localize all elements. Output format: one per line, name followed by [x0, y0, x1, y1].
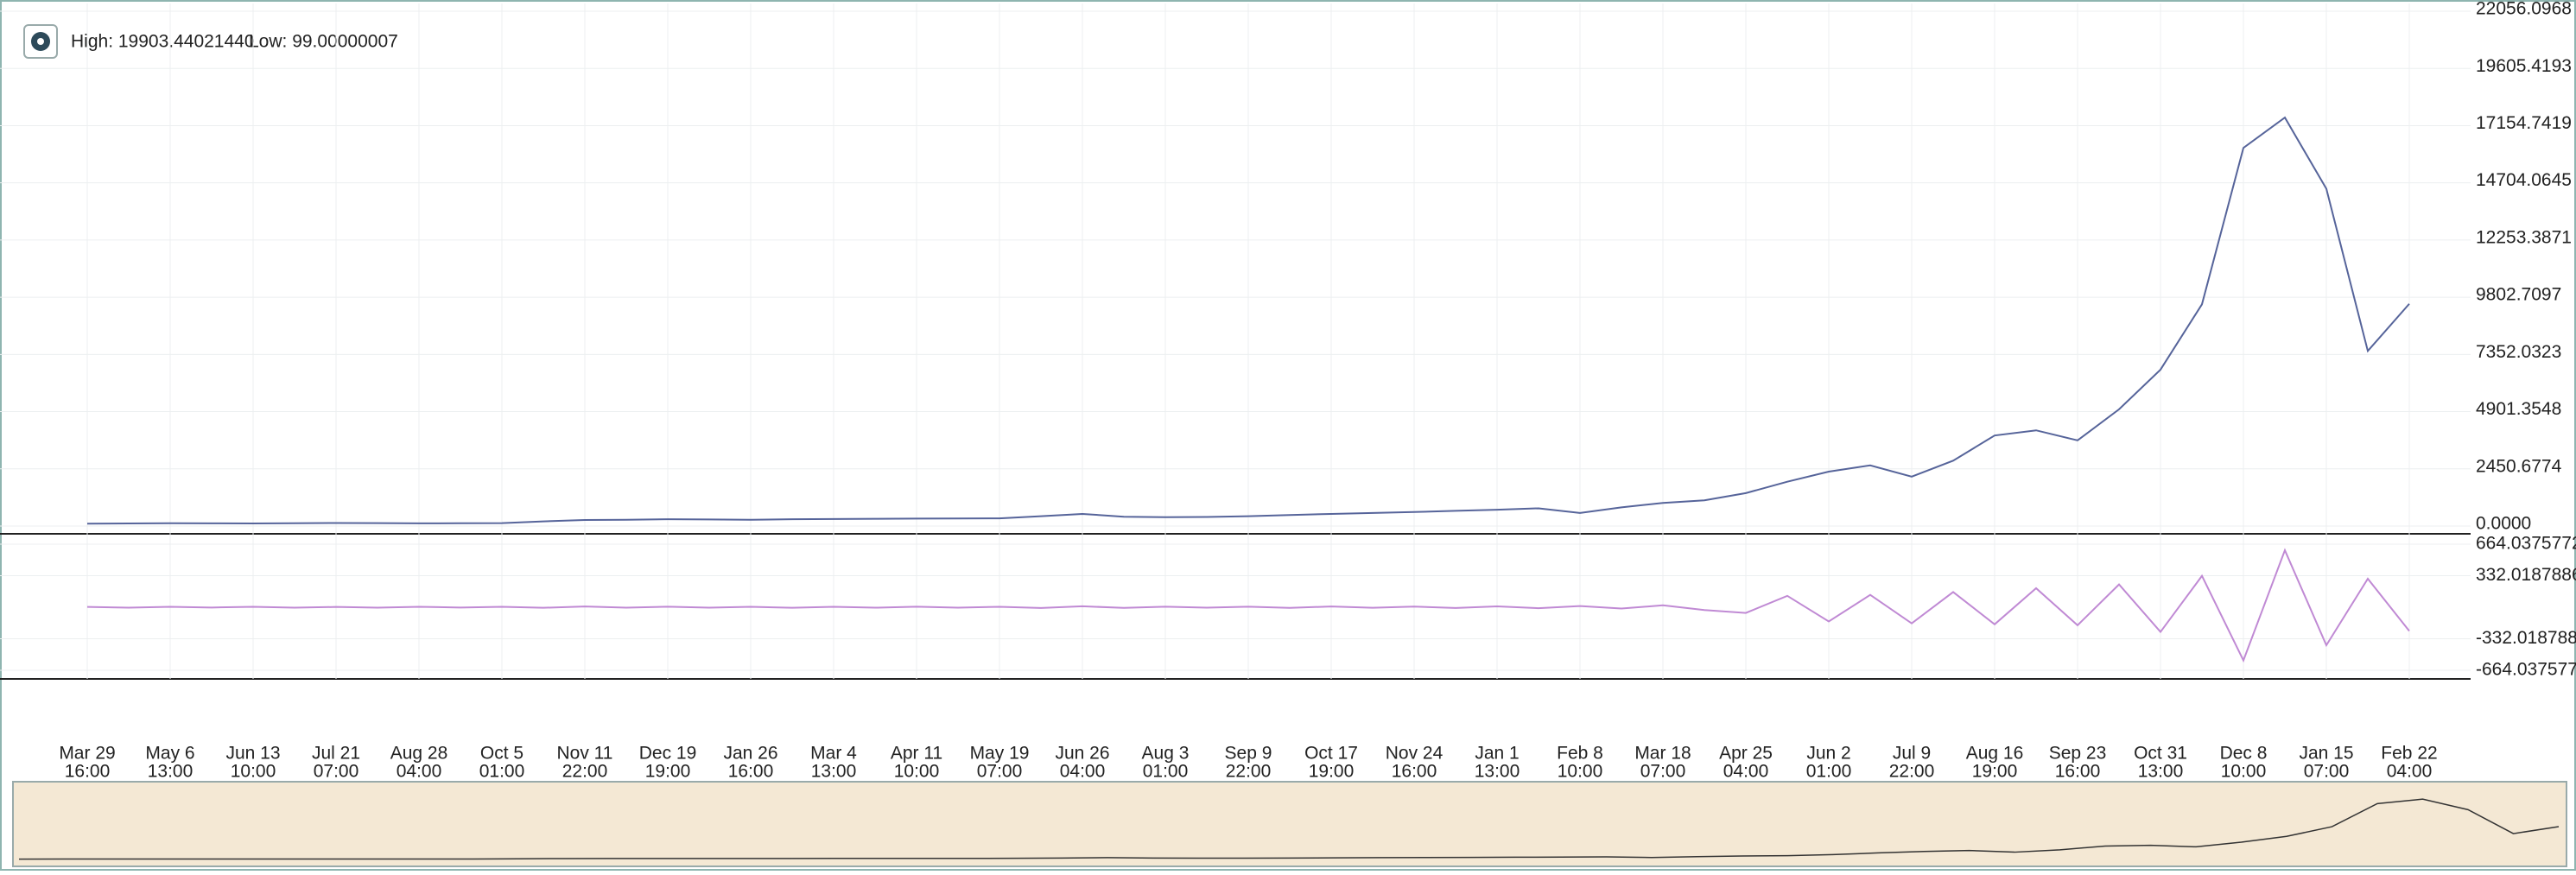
x-tick-label: Mar 29	[59, 744, 115, 764]
y-tick-label: 4901.3548	[2476, 399, 2561, 419]
x-tick-label: Jan 1	[1475, 744, 1519, 764]
x-tick-label: Oct 5	[480, 744, 523, 764]
x-tick-label: Dec 8	[2220, 744, 2268, 764]
x-tick-time: 10:00	[1558, 762, 1603, 782]
x-tick-label: Jan 15	[2299, 744, 2353, 764]
x-tick-time: 10:00	[894, 762, 940, 782]
x-tick-label: Apr 25	[1719, 744, 1773, 764]
x-tick-time: 13:00	[1475, 762, 1520, 782]
x-tick-time: 07:00	[1640, 762, 1686, 782]
x-tick-label: Sep 9	[1225, 744, 1272, 764]
x-tick-time: 04:00	[397, 762, 442, 782]
x-tick-time: 07:00	[977, 762, 1023, 782]
y-tick-label: 17154.7419	[2476, 113, 2572, 133]
oscillator-line	[86, 548, 2410, 663]
x-tick-time: 04:00	[2387, 762, 2433, 782]
x-tick-time: 04:00	[1060, 762, 1106, 782]
settings-button[interactable]	[23, 24, 58, 59]
x-tick-time: 22:00	[1889, 762, 1935, 782]
x-tick-time: 01:00	[479, 762, 525, 782]
x-tick-label: Feb 8	[1557, 744, 1603, 764]
x-tick-label: Nov 11	[557, 744, 613, 764]
x-tick-time: 04:00	[1723, 762, 1769, 782]
x-tick-label: Jun 13	[225, 744, 280, 764]
osc-tick-label: -332.0187886	[2476, 628, 2576, 648]
y-tick-label: 19605.4193	[2476, 56, 2572, 76]
x-tick-label: May 6	[145, 744, 194, 764]
x-tick-time: 13:00	[148, 762, 194, 782]
y-tick-label: 12253.3871	[2476, 227, 2572, 247]
x-tick-label: Mar 18	[1634, 744, 1691, 764]
x-tick-label: Jun 2	[1806, 744, 1850, 764]
x-tick-time: 22:00	[1226, 762, 1272, 782]
x-tick-label: Jun 26	[1055, 744, 1109, 764]
osc-tick-label: 664.0375772	[2476, 534, 2576, 554]
x-tick-label: Mar 4	[810, 744, 857, 764]
x-tick-time: 07:00	[314, 762, 359, 782]
x-tick-time: 16:00	[65, 762, 111, 782]
x-tick-label: Apr 11	[891, 744, 942, 764]
x-tick-label: Feb 22	[2381, 744, 2437, 764]
x-tick-time: 22:00	[562, 762, 608, 782]
x-tick-time: 13:00	[811, 762, 857, 782]
high-label: High: 19903.44021440	[71, 32, 255, 52]
y-tick-label: 7352.0323	[2476, 342, 2561, 362]
osc-tick-label: -664.0375772	[2476, 660, 2576, 680]
navigator	[12, 781, 2567, 867]
x-tick-label: Jul 21	[312, 744, 360, 764]
y-tick-label: 14704.0645	[2476, 170, 2572, 190]
x-tick-time: 10:00	[231, 762, 276, 782]
x-tick-label: Sep 23	[2049, 744, 2107, 764]
navigator-line	[18, 798, 2560, 860]
x-tick-label: Oct 17	[1304, 744, 1358, 764]
x-tick-label: May 19	[970, 744, 1030, 764]
x-tick-time: 16:00	[1392, 762, 1437, 782]
x-tick-label: Dec 19	[639, 744, 697, 764]
x-tick-time: 13:00	[2138, 762, 2184, 782]
y-tick-label: 9802.7097	[2476, 285, 2561, 305]
y-tick-label: 22056.0968	[2476, 0, 2572, 19]
x-tick-time: 19:00	[1309, 762, 1355, 782]
x-tick-label: Nov 24	[1386, 744, 1443, 764]
x-tick-label: Aug 3	[1142, 744, 1190, 764]
x-tick-time: 16:00	[728, 762, 774, 782]
gear-hole	[37, 38, 44, 45]
x-tick-label: Jul 9	[1893, 744, 1931, 764]
x-tick-time: 10:00	[2221, 762, 2267, 782]
x-tick-time: 07:00	[2304, 762, 2350, 782]
x-tick-time: 19:00	[1972, 762, 2018, 782]
x-tick-time: 16:00	[2055, 762, 2101, 782]
x-tick-time: 01:00	[1143, 762, 1189, 782]
x-tick-label: Aug 16	[1966, 744, 2024, 764]
price-line	[86, 116, 2410, 525]
y-tick-label: 0.0000	[2476, 514, 2531, 534]
x-tick-label: Aug 28	[390, 744, 448, 764]
x-tick-label: Jan 26	[723, 744, 777, 764]
x-tick-time: 19:00	[645, 762, 691, 782]
osc-tick-label: 332.0187886	[2476, 565, 2576, 585]
x-tick-label: Oct 31	[2134, 744, 2187, 764]
low-label: Low: 99.00000007	[249, 32, 398, 52]
y-tick-label: 2450.6774	[2476, 456, 2562, 476]
x-tick-time: 01:00	[1806, 762, 1852, 782]
